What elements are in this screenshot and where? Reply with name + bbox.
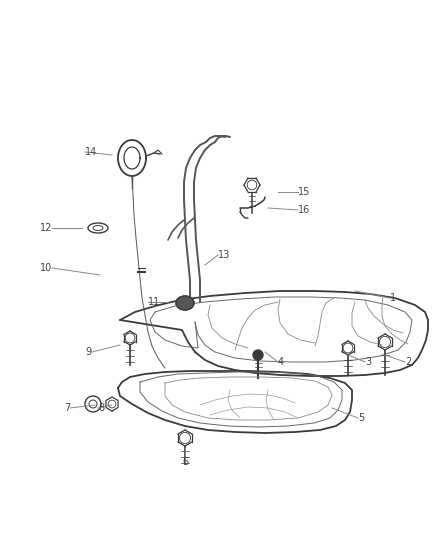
Text: 8: 8 <box>98 403 104 413</box>
Text: 7: 7 <box>64 403 70 413</box>
Ellipse shape <box>176 296 194 310</box>
Circle shape <box>253 350 263 360</box>
Text: 2: 2 <box>405 357 411 367</box>
Text: 3: 3 <box>365 357 371 367</box>
Text: 4: 4 <box>278 357 284 367</box>
Text: 1: 1 <box>390 293 396 303</box>
Text: 14: 14 <box>85 147 97 157</box>
Text: 12: 12 <box>39 223 52 233</box>
Text: 15: 15 <box>298 187 311 197</box>
Text: 6: 6 <box>182 457 188 467</box>
Text: 10: 10 <box>40 263 52 273</box>
Text: 9: 9 <box>86 347 92 357</box>
Text: 5: 5 <box>358 413 364 423</box>
Text: 13: 13 <box>218 250 230 260</box>
Text: 16: 16 <box>298 205 310 215</box>
Text: 11: 11 <box>148 297 160 307</box>
